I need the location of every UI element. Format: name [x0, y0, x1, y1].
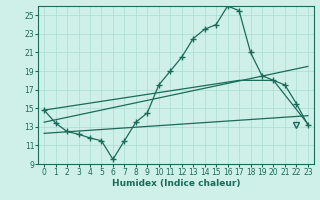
X-axis label: Humidex (Indice chaleur): Humidex (Indice chaleur)	[112, 179, 240, 188]
